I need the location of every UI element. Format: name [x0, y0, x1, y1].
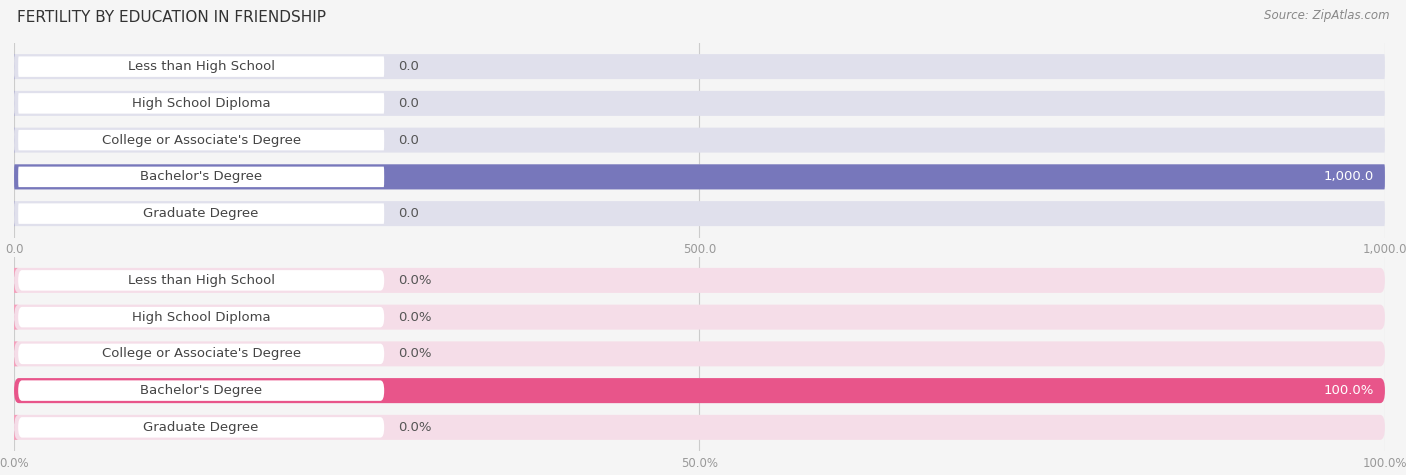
- FancyBboxPatch shape: [18, 307, 384, 327]
- Text: FERTILITY BY EDUCATION IN FRIENDSHIP: FERTILITY BY EDUCATION IN FRIENDSHIP: [17, 10, 326, 25]
- FancyBboxPatch shape: [18, 270, 384, 291]
- Text: 0.0: 0.0: [398, 133, 419, 147]
- Text: Less than High School: Less than High School: [128, 274, 274, 287]
- FancyBboxPatch shape: [14, 342, 1385, 366]
- FancyBboxPatch shape: [14, 378, 1385, 403]
- FancyBboxPatch shape: [14, 91, 1385, 116]
- Text: Graduate Degree: Graduate Degree: [143, 207, 259, 220]
- Text: 0.0%: 0.0%: [398, 347, 432, 361]
- Text: 100.0%: 100.0%: [1323, 384, 1374, 397]
- FancyBboxPatch shape: [18, 343, 384, 364]
- FancyBboxPatch shape: [14, 54, 1385, 79]
- FancyBboxPatch shape: [10, 342, 18, 366]
- FancyBboxPatch shape: [18, 130, 384, 151]
- Text: High School Diploma: High School Diploma: [132, 97, 270, 110]
- Text: Source: ZipAtlas.com: Source: ZipAtlas.com: [1264, 10, 1389, 22]
- FancyBboxPatch shape: [10, 415, 18, 440]
- FancyBboxPatch shape: [18, 93, 384, 114]
- FancyBboxPatch shape: [14, 304, 1385, 330]
- FancyBboxPatch shape: [18, 417, 384, 437]
- Text: College or Associate's Degree: College or Associate's Degree: [101, 347, 301, 361]
- Text: 1,000.0: 1,000.0: [1323, 171, 1374, 183]
- FancyBboxPatch shape: [18, 167, 384, 187]
- FancyBboxPatch shape: [14, 128, 1385, 152]
- FancyBboxPatch shape: [18, 380, 384, 401]
- FancyBboxPatch shape: [18, 57, 384, 77]
- FancyBboxPatch shape: [18, 203, 384, 224]
- Text: Less than High School: Less than High School: [128, 60, 274, 73]
- Text: 0.0: 0.0: [398, 97, 419, 110]
- FancyBboxPatch shape: [14, 415, 1385, 440]
- FancyBboxPatch shape: [14, 378, 1385, 403]
- Text: 0.0: 0.0: [398, 207, 419, 220]
- FancyBboxPatch shape: [14, 268, 1385, 293]
- FancyBboxPatch shape: [14, 201, 1385, 226]
- Text: 0.0: 0.0: [398, 60, 419, 73]
- Text: College or Associate's Degree: College or Associate's Degree: [101, 133, 301, 147]
- Text: Bachelor's Degree: Bachelor's Degree: [141, 384, 263, 397]
- Text: 0.0%: 0.0%: [398, 421, 432, 434]
- FancyBboxPatch shape: [14, 164, 1385, 190]
- Text: Graduate Degree: Graduate Degree: [143, 421, 259, 434]
- FancyBboxPatch shape: [14, 164, 1385, 190]
- Text: High School Diploma: High School Diploma: [132, 311, 270, 323]
- FancyBboxPatch shape: [10, 304, 18, 330]
- Text: 0.0%: 0.0%: [398, 274, 432, 287]
- Text: Bachelor's Degree: Bachelor's Degree: [141, 171, 263, 183]
- Text: 0.0%: 0.0%: [398, 311, 432, 323]
- FancyBboxPatch shape: [10, 268, 18, 293]
